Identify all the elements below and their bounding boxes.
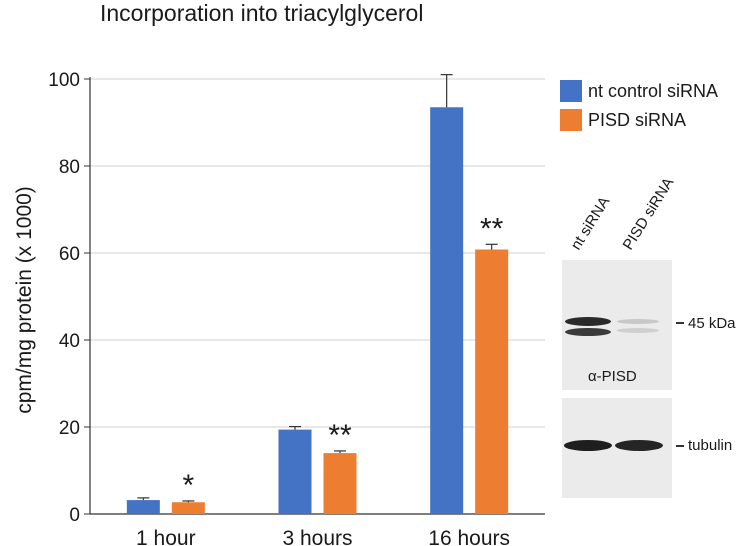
tubulin-band-pisd [615,440,663,451]
tubulin-label: tubulin [688,437,733,454]
significance-marker: ** [328,419,352,452]
legend: nt control siRNA PISD siRNA [560,78,718,136]
pisd-band-faint-upper [617,319,659,324]
chart-title: Incorporation into triacylglycerol [100,0,424,26]
legend-label-control: nt control siRNA [588,80,719,101]
significance-marker: * [182,469,194,502]
x-tick-label: 16 hours [428,527,510,546]
bar-pisd [323,453,357,514]
tubulin-tick [676,445,684,447]
y-axis-label: cpm/mg protein (x 1000) [13,186,36,414]
y-tick-label: 80 [59,157,80,178]
y-tick-label: 60 [59,244,80,265]
legend-swatch-control [560,80,582,102]
marker-tick-45kda [676,322,684,324]
lane-label-pisd: PISD siRNA [619,174,678,253]
pisd-band-upper [565,317,611,326]
marker-label-45kda: 45 kDa [688,315,736,332]
pisd-band-lower [565,328,611,336]
western-blot: nt siRNA PISD siRNA 45 kDa α-PISD tubuli… [562,170,748,510]
legend-label-pisd: PISD siRNA [588,109,687,130]
y-tick-label: 40 [59,331,80,352]
bar-pisd [171,502,205,514]
legend-item-control: nt control siRNA [560,78,718,104]
bar-control [430,107,464,515]
bar-control [278,429,312,514]
bar-pisd [475,249,509,514]
lane-label-nt: nt siRNA [567,193,614,253]
legend-item-pisd: PISD siRNA [560,107,718,133]
x-tick-label: 1 hour [136,527,196,546]
bar-control [126,500,160,514]
legend-swatch-pisd [560,109,582,131]
y-tick-label: 100 [48,70,80,91]
y-tick-label: 0 [69,505,80,526]
significance-marker: ** [480,212,504,245]
pisd-band-faint-lower [617,328,659,333]
x-tick-label: 3 hours [282,527,352,546]
antibody-label: α-PISD [588,368,637,385]
y-tick-label: 20 [59,418,80,439]
tubulin-band-nt [564,440,612,451]
